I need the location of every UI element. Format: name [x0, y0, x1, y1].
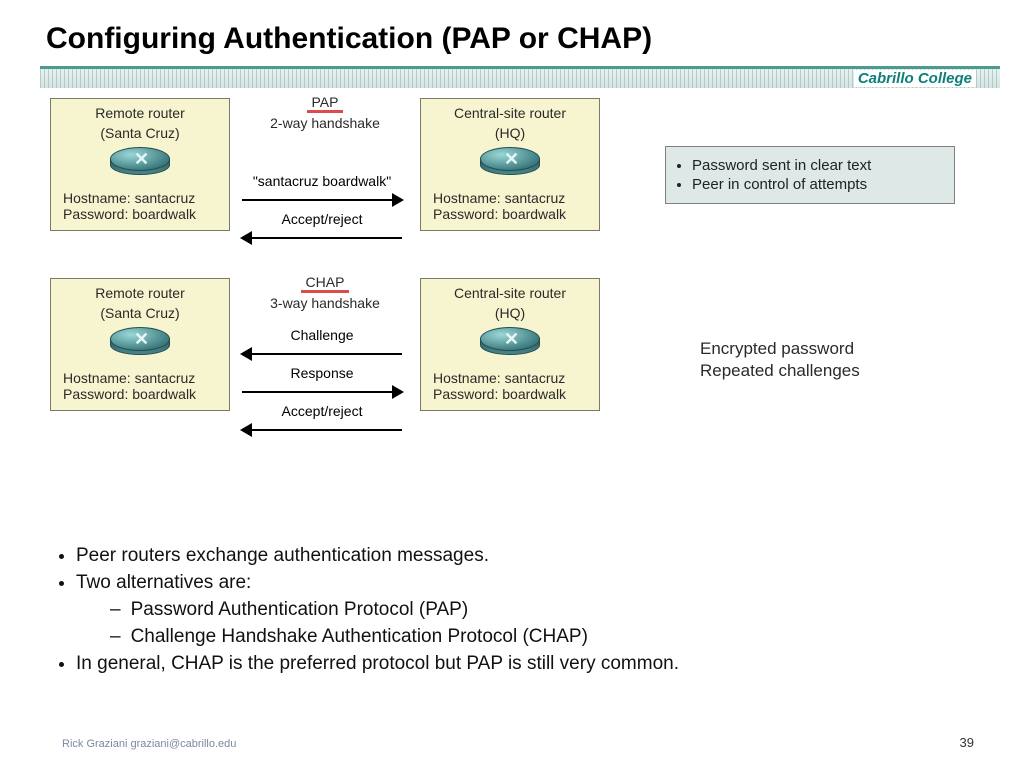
- protocol-label: CHAP: [240, 274, 410, 290]
- arrow-label: Challenge: [242, 327, 402, 343]
- arrow-label: Response: [242, 365, 402, 381]
- protocol-label: PAP: [240, 94, 410, 110]
- note-line: Encrypted password: [700, 338, 860, 360]
- bullet-item: Peer routers exchange authentication mes…: [76, 545, 950, 567]
- pap-remote-router-box: Remote router (Santa Cruz) ✕ Hostname: s…: [50, 98, 230, 231]
- box-subtitle: (HQ): [429, 305, 591, 321]
- pap-header: PAP 2-way handshake: [240, 94, 410, 131]
- hostname-label: Hostname: santacruz: [59, 190, 221, 206]
- underline-accent: [307, 110, 343, 113]
- bullet-text: Two alternatives are:: [76, 572, 251, 593]
- password-label: Password: boardwalk: [59, 206, 221, 222]
- sub-bullet-item: Password Authentication Protocol (PAP): [110, 599, 950, 621]
- page-number: 39: [960, 735, 974, 750]
- bullet-item: In general, CHAP is the preferred protoc…: [76, 653, 950, 675]
- callout-line: Password sent in clear text: [692, 157, 942, 174]
- password-label: Password: boardwalk: [429, 206, 591, 222]
- arrow-label: "santacruz boardwalk": [242, 173, 402, 189]
- box-subtitle: (Santa Cruz): [59, 125, 221, 141]
- pap-central-router-box: Central-site router (HQ) ✕ Hostname: san…: [420, 98, 600, 231]
- chap-arrow-reply: Accept/reject: [242, 420, 402, 442]
- chap-arrow-response: Response: [242, 382, 402, 404]
- hostname-label: Hostname: santacruz: [429, 190, 591, 206]
- router-icon: ✕: [480, 147, 540, 181]
- pap-callout-box: Password sent in clear text Peer in cont…: [665, 146, 955, 204]
- chap-arrow-challenge: Challenge: [242, 344, 402, 366]
- bullet-item: Two alternatives are: Password Authentic…: [76, 572, 950, 648]
- router-icon: ✕: [110, 147, 170, 181]
- router-icon: ✕: [480, 327, 540, 361]
- underline-accent: [301, 290, 349, 293]
- slide-title: Configuring Authentication (PAP or CHAP): [0, 0, 1024, 66]
- box-title: Central-site router: [429, 105, 591, 121]
- hostname-label: Hostname: santacruz: [429, 370, 591, 386]
- sub-bullet-item: Challenge Handshake Authentication Proto…: [110, 626, 950, 648]
- password-label: Password: boardwalk: [429, 386, 591, 402]
- pap-arrow-send: "santacruz boardwalk": [242, 190, 402, 212]
- chap-note: Encrypted password Repeated challenges: [700, 338, 860, 382]
- note-line: Repeated challenges: [700, 360, 860, 382]
- password-label: Password: boardwalk: [59, 386, 221, 402]
- bullet-list: Peer routers exchange authentication mes…: [50, 540, 950, 680]
- pap-arrow-reply: Accept/reject: [242, 228, 402, 250]
- arrow-label: Accept/reject: [242, 403, 402, 419]
- chap-remote-router-box: Remote router (Santa Cruz) ✕ Hostname: s…: [50, 278, 230, 411]
- box-title: Remote router: [59, 285, 221, 301]
- box-subtitle: (HQ): [429, 125, 591, 141]
- arrow-label: Accept/reject: [242, 211, 402, 227]
- header-bar: Cabrillo College: [40, 66, 1000, 88]
- diagram-area: Remote router (Santa Cruz) ✕ Hostname: s…: [40, 88, 1000, 468]
- chap-central-router-box: Central-site router (HQ) ✕ Hostname: san…: [420, 278, 600, 411]
- box-title: Central-site router: [429, 285, 591, 301]
- footer-author: Rick Graziani graziani@cabrillo.edu: [62, 738, 236, 750]
- handshake-label: 2-way handshake: [240, 115, 410, 131]
- box-subtitle: (Santa Cruz): [59, 305, 221, 321]
- handshake-label: 3-way handshake: [240, 295, 410, 311]
- box-title: Remote router: [59, 105, 221, 121]
- callout-line: Peer in control of attempts: [692, 176, 942, 193]
- brand-label: Cabrillo College: [854, 70, 976, 87]
- chap-header: CHAP 3-way handshake: [240, 274, 410, 311]
- router-icon: ✕: [110, 327, 170, 361]
- hostname-label: Hostname: santacruz: [59, 370, 221, 386]
